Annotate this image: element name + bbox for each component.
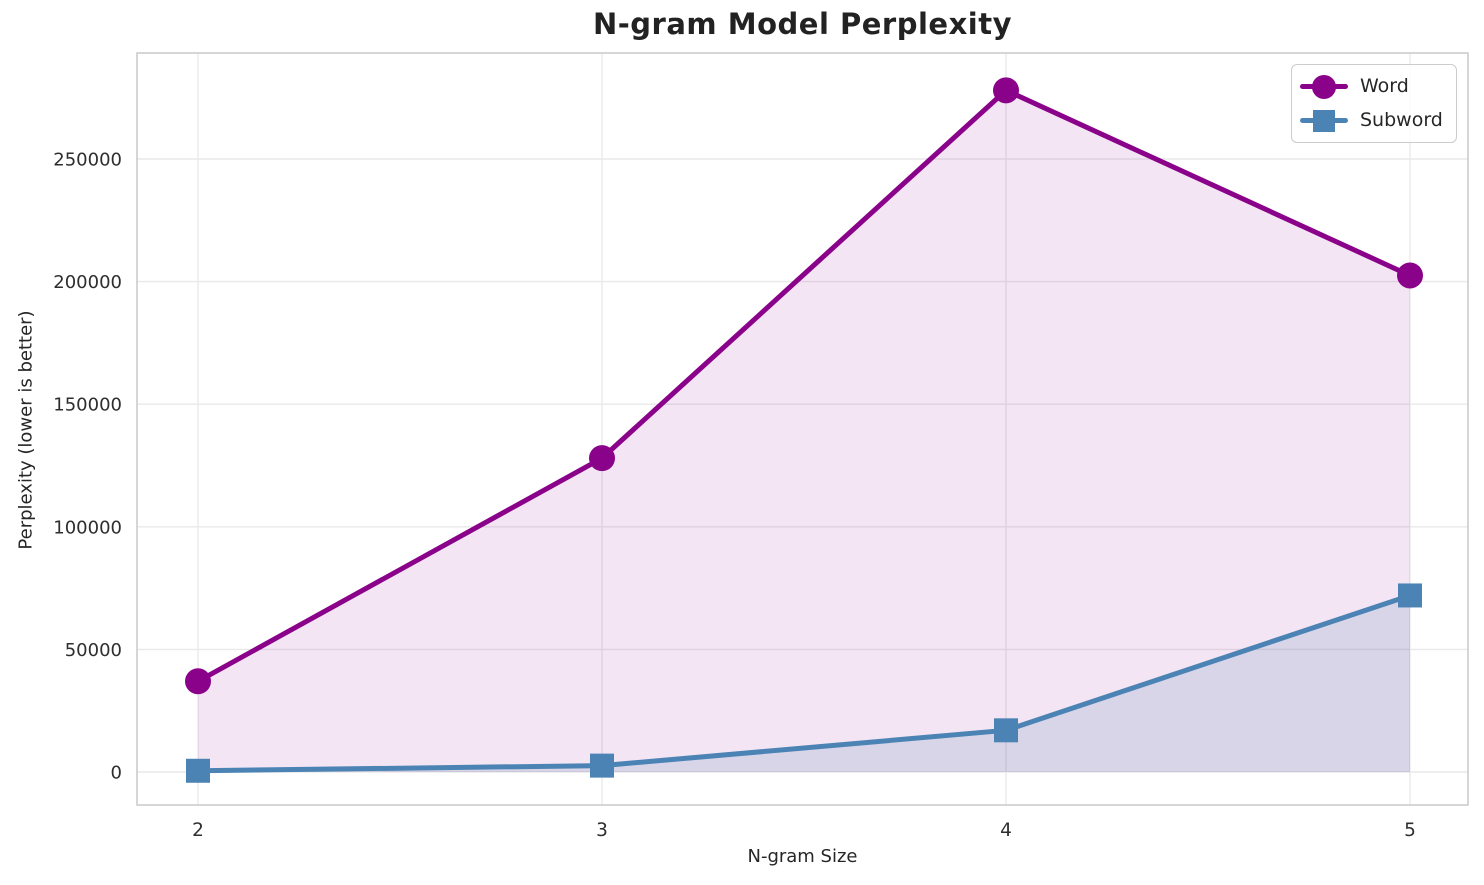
word-point-marker — [185, 668, 211, 695]
legend-label-word: Word — [1360, 75, 1409, 97]
y-tick-label: 150000 — [53, 395, 122, 416]
y-tick-label: 250000 — [53, 150, 122, 171]
x-tick-label: 3 — [596, 820, 608, 841]
word-point-marker — [1397, 262, 1423, 289]
x-tick-label: 2 — [192, 820, 204, 841]
legend: Word Subword — [1291, 64, 1457, 143]
x-axis-label: N-gram Size — [747, 846, 858, 867]
legend-item-subword: Subword — [1300, 106, 1446, 135]
legend-square-icon — [1313, 109, 1335, 132]
word-circle-marker-icon — [1300, 73, 1348, 101]
chart-title: N-gram Model Perplexity — [592, 7, 1012, 41]
subword-square-marker-icon — [1300, 107, 1348, 135]
subword-area-fill — [198, 595, 1410, 772]
subword-point-marker — [994, 718, 1018, 743]
word-line — [195, 87, 1413, 684]
x-tick-label: 4 — [1000, 820, 1012, 841]
subword-point-marker — [1398, 583, 1422, 608]
y-tick-label: 50000 — [65, 640, 122, 661]
plot-border — [136, 52, 1469, 806]
legend-item-word: Word — [1300, 72, 1446, 101]
y-tick-label: 200000 — [53, 272, 122, 293]
word-point-marker — [589, 445, 615, 472]
subword-point-marker — [590, 753, 614, 778]
y-tick-label: 100000 — [53, 517, 122, 538]
word-area-fill — [198, 90, 1410, 773]
word-point-marker — [993, 77, 1019, 104]
y-tick-label: 0 — [111, 763, 122, 784]
subword-line — [195, 592, 1413, 774]
legend-circle-icon — [1312, 74, 1336, 99]
subword-point-marker — [186, 758, 210, 783]
legend-label-subword: Subword — [1360, 109, 1443, 131]
x-tick-label: 5 — [1404, 820, 1416, 841]
